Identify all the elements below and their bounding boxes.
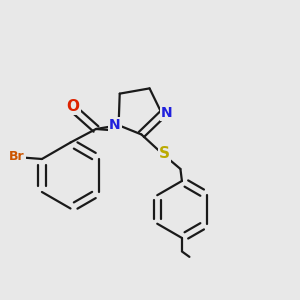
Text: N: N (109, 118, 121, 132)
Text: Br: Br (9, 150, 25, 163)
Text: S: S (159, 146, 170, 161)
Text: N: N (161, 106, 172, 120)
Text: O: O (66, 99, 80, 114)
